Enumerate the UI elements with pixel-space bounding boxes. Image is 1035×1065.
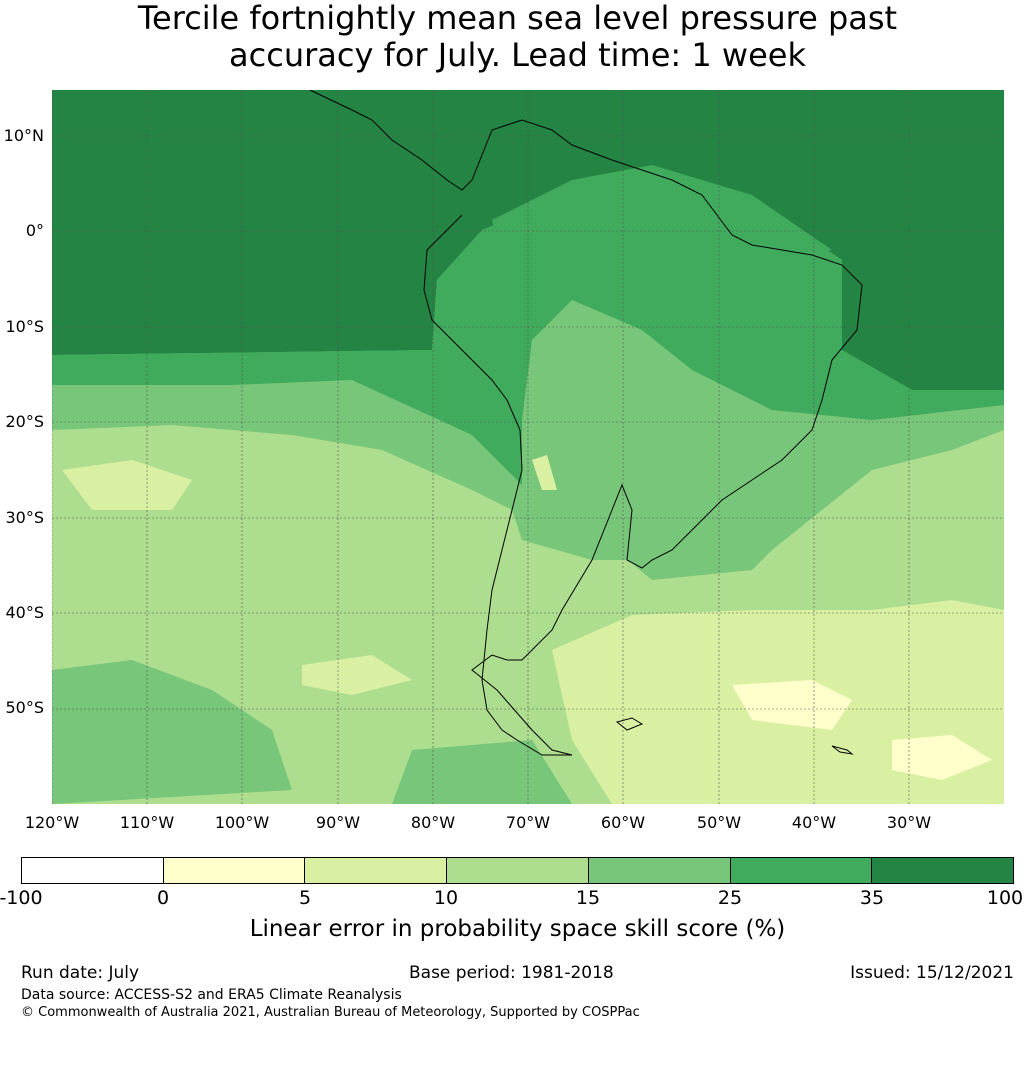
colorbar-tick-label: 15	[575, 887, 601, 909]
coastline-falklands	[615, 717, 644, 731]
lat-label-10s: 10°S	[5, 317, 44, 336]
region-0-5-a	[732, 680, 852, 730]
chart-title: Tercile fortnightly mean sea level press…	[0, 0, 1035, 74]
colorbar-segment	[22, 858, 164, 883]
graticule	[52, 90, 1004, 804]
colorbar-segment	[305, 858, 448, 883]
lat-label-0: 0°	[25, 221, 44, 240]
lat-label-10n: 10°N	[3, 126, 44, 145]
skill-map	[52, 90, 1004, 804]
colorbar-segment	[163, 858, 306, 883]
lon-label-90w: 90°W	[315, 813, 361, 832]
region-35-100-north	[52, 90, 1004, 390]
region-5-10-w	[62, 460, 192, 510]
lat-label-50s: 50°S	[5, 698, 44, 717]
lon-label-110w: 110°W	[119, 813, 175, 832]
region-25-35-b	[492, 165, 832, 290]
colorbar-tick-label: -100	[0, 887, 43, 909]
lat-label-30s: 30°S	[5, 508, 44, 527]
colorbar-tick-label: 35	[859, 887, 885, 909]
region-15-25-sw	[52, 660, 292, 804]
issued-date: Issued: 15/12/2021	[850, 963, 1014, 983]
lon-label-50w: 50°W	[696, 813, 742, 832]
lon-label-120w: 120°W	[24, 813, 80, 832]
lon-label-30w: 30°W	[886, 813, 932, 832]
colorbar-segment	[447, 858, 589, 883]
colorbar	[21, 857, 1014, 884]
run-date: Run date: July	[21, 963, 140, 983]
region-15-25-s	[392, 740, 572, 804]
copyright: © Commonwealth of Australia 2021, Austra…	[21, 1005, 640, 1020]
lat-label-20s: 20°S	[5, 412, 44, 431]
colorbar-tick-label: 25	[717, 887, 743, 909]
colorbar-segment	[730, 858, 873, 883]
map-canvas	[52, 90, 1004, 804]
region-5-10-andes	[532, 455, 557, 490]
colorbar-label: Linear error in probability space skill …	[249, 916, 786, 942]
lon-label-40w: 40°W	[791, 813, 837, 832]
base-period: Base period: 1981-2018	[409, 963, 614, 983]
lon-label-80w: 80°W	[410, 813, 456, 832]
data-source: Data source: ACCESS-S2 and ERA5 Climate …	[21, 987, 402, 1003]
lon-label-100w: 100°W	[214, 813, 270, 832]
lon-label-70w: 70°W	[505, 813, 551, 832]
title-line-1: Tercile fortnightly mean sea level press…	[137, 0, 898, 37]
region-5-10-sw	[302, 655, 412, 695]
colorbar-tick-label: 5	[298, 887, 312, 909]
colorbar-tick-label: 10	[433, 887, 459, 909]
lat-label-40s: 40°S	[5, 603, 44, 622]
region-0-5-b	[892, 735, 992, 780]
lon-label-60w: 60°W	[600, 813, 646, 832]
title-line-2: accuracy for July. Lead time: 1 week	[229, 36, 806, 74]
colorbar-segment	[872, 858, 1014, 883]
colorbar-segment	[588, 858, 731, 883]
colorbar-tick-label: 100	[986, 887, 1024, 909]
coastline-south-america	[309, 90, 863, 756]
colorbar-tick-label: 0	[156, 887, 170, 909]
coastline-south-georgia	[831, 745, 854, 755]
